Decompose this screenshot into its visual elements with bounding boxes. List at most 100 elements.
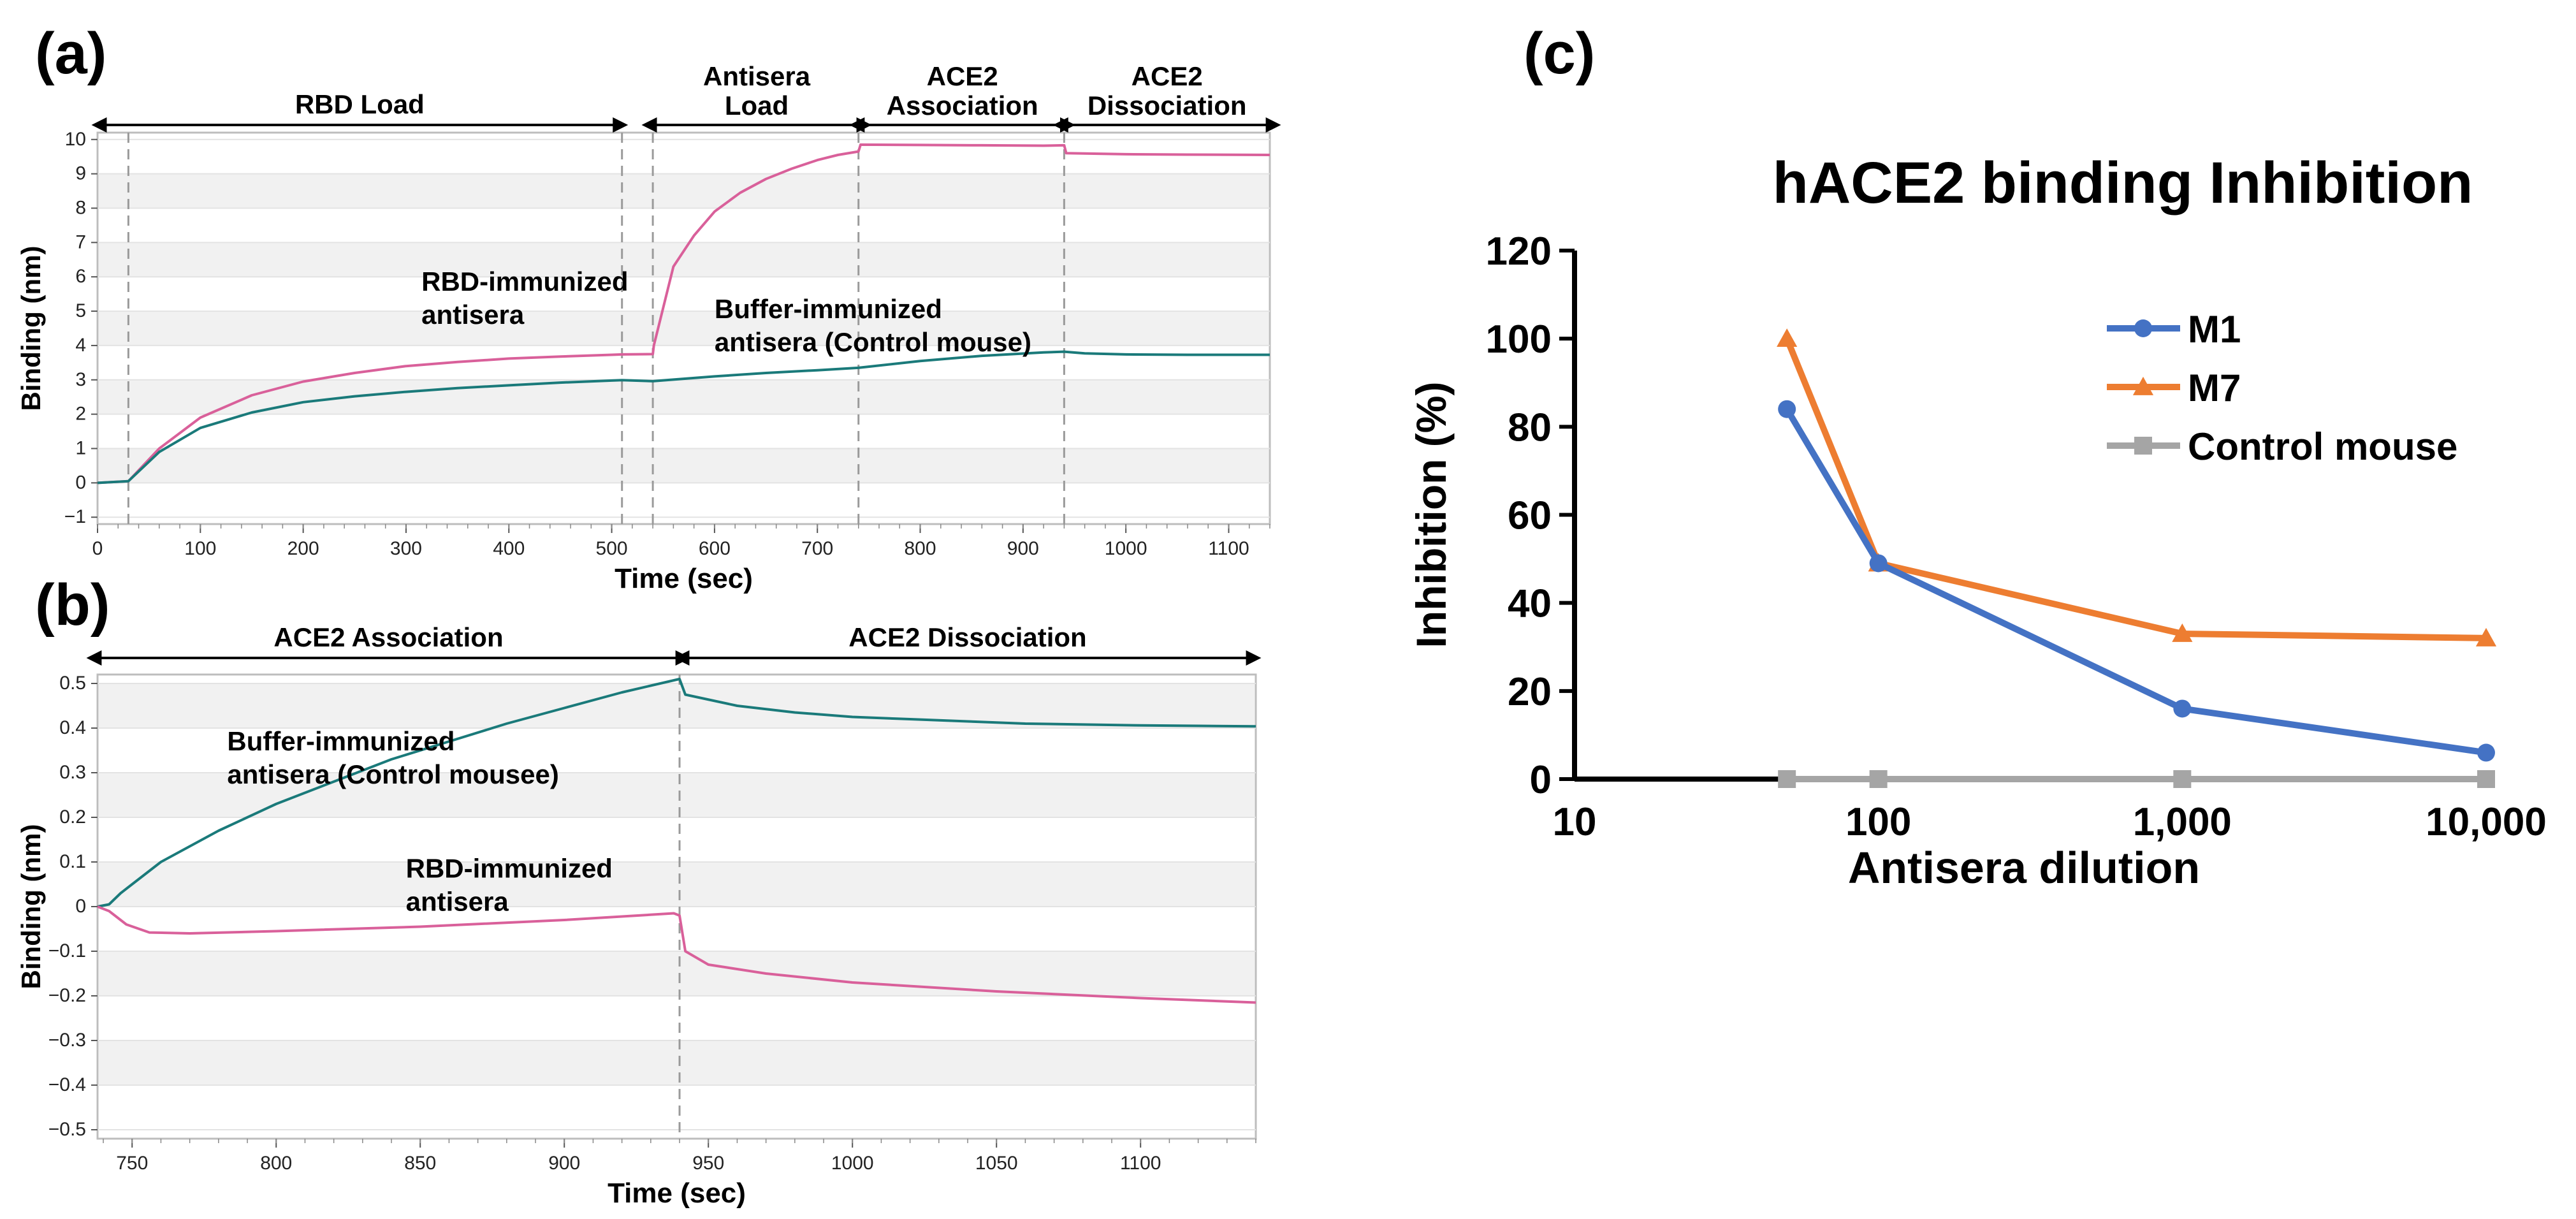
x-tick-label: 850 [404,1153,436,1174]
annotation-text: antisera (Control mousee) [227,759,558,789]
y-tick-label: 0 [75,896,86,917]
panel-label-c: (c) [1524,21,1595,86]
step-label: RBD Load [295,89,425,119]
y-tick-label: 0.4 [59,717,86,738]
grid-band [99,311,1269,346]
y-tick-label: 60 [1508,494,1552,538]
y-tick-label: −0.4 [48,1074,86,1095]
annotation-text: antisera [406,887,509,917]
x-tick-label: 100 [184,538,216,559]
data-point [2477,770,2495,788]
x-tick-label: 100 [1845,800,1911,844]
x-tick-label: 200 [287,538,319,559]
series-line-0 [97,143,1270,485]
panel-label-a: (a) [35,21,106,86]
panel-b-chart: −0.5 −0.4 −0.3 −0.2 −0.1 0 0.1 0.2 0.3 0.4 0.5 750 8… [16,622,1262,1209]
x-tick-label: 1050 [975,1153,1018,1174]
data-point [2173,699,2192,718]
grid-band [99,1040,1255,1085]
x-tick-label: 900 [1007,538,1039,559]
legend-marker [2134,319,2152,337]
x-tick-label: 800 [904,538,936,559]
x-tick-label: 400 [493,538,525,559]
legend-label: M1 [2188,308,2241,351]
annotation-text: antisera [421,300,525,330]
x-tick-label: 10,000 [2426,800,2547,844]
y-tick-label: 9 [75,163,86,184]
legend: M1 M7 Control mouse [2107,308,2457,468]
panel-c-chart: hACE2 binding Inhibition 0 20 40 60 80 100 120 1… [1408,150,2547,893]
y-tick-label: 100 [1486,318,1552,361]
data-point [1869,554,1888,573]
data-point [1778,770,1796,788]
y-axis-label: Inhibition (%) [1408,382,1455,648]
x-tick-label: 1000 [831,1153,874,1174]
x-tick-label: 500 [596,538,628,559]
y-tick-label: 1 [75,438,86,459]
grid-band [99,862,1255,907]
y-axis-label: Binding (nm) [16,246,46,411]
x-tick-label: 1,000 [2133,800,2232,844]
grid-band [99,773,1255,817]
y-tick-label: 4 [75,335,86,356]
grid-band [99,683,1255,728]
annotation-text: RBD-immunized [421,266,628,296]
x-axis-label: Time (sec) [608,1178,746,1209]
y-tick-label: −0.1 [48,940,86,961]
x-tick-label: 700 [801,538,833,559]
step-label: ACE2 Association [273,622,503,652]
step-label: ACE2 [1132,61,1203,91]
legend-marker [2134,437,2152,455]
data-point [2172,623,2193,642]
grid-band [99,951,1255,996]
series-line-0 [97,678,1256,908]
y-tick-label: 6 [75,266,86,287]
x-tick-label: 950 [692,1153,724,1174]
x-tick-label: 10 [1553,800,1597,844]
x-tick-label: 900 [548,1153,580,1174]
step-label-line2: Association [887,91,1038,120]
y-tick-label: 0.5 [59,673,86,694]
y-tick-label: −1 [64,506,86,527]
data-point [1777,328,1798,347]
data-point [2475,627,2497,646]
grid-band [99,242,1269,277]
step-label: ACE2 [927,61,998,91]
series-line-1 [97,905,1256,1004]
x-tick-label: 1000 [1105,538,1147,559]
chart-title: hACE2 binding Inhibition [1773,150,2473,215]
x-tick-label: 1100 [1120,1153,1161,1174]
grid-band [99,173,1269,208]
x-tick-label: 750 [116,1153,148,1174]
y-tick-label: 80 [1508,405,1552,449]
annotation-text: Buffer-immunized [715,294,942,324]
grid-band [99,448,1269,483]
y-tick-label: 20 [1508,670,1552,714]
grid-band [99,379,1269,414]
x-tick-label: 800 [260,1153,292,1174]
x-tick-label: 600 [699,538,731,559]
y-tick-label: 2 [75,404,86,425]
x-axis-label: Antisera dilution [1848,843,2200,893]
y-tick-label: 0.1 [59,851,86,872]
y-tick-label: 0 [75,472,86,493]
annotation-text: RBD-immunized [406,854,613,884]
y-tick-label: −0.3 [48,1030,86,1051]
legend-marker [2132,376,2154,395]
series-line-1 [97,350,1270,485]
series-line-m7 [1784,337,2487,641]
data-point [2173,770,2192,788]
y-tick-label: 0 [1530,758,1552,802]
annotation-text: antisera (Control mouse) [715,327,1031,357]
y-axis-label: Binding (nm) [16,824,46,989]
x-tick-label: 300 [390,538,422,559]
y-tick-label: 8 [75,197,86,218]
x-tick-label: 1100 [1208,538,1249,559]
data-point [2477,743,2495,762]
annotation-text: Buffer-immunized [227,726,455,756]
legend-label: M7 [2188,367,2241,409]
step-label: Antisera [703,61,811,91]
y-tick-label: 120 [1486,230,1552,274]
